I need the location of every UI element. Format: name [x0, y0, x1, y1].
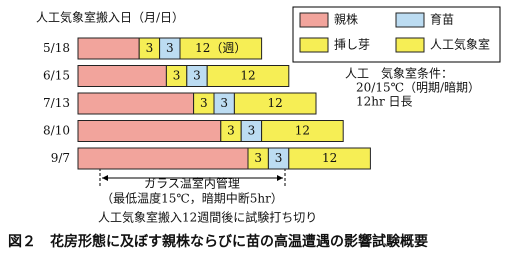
legend-label: 挿し芽 — [334, 38, 370, 52]
legend-label: 育苗 — [430, 12, 454, 27]
segment-label: 3 — [146, 41, 154, 55]
bar-segment — [233, 92, 317, 115]
bar-segment — [77, 120, 222, 142]
segment-label: 3 — [254, 151, 262, 165]
legend-swatch — [299, 12, 329, 28]
row-label: 7/13 — [43, 96, 70, 110]
segment-label: 3 — [166, 41, 174, 55]
segment-label: 3 — [193, 69, 201, 83]
row-label: 5/18 — [43, 41, 70, 55]
segment-label: 3 — [173, 69, 181, 83]
segment-label: 12 — [268, 96, 283, 110]
segment-label: 3 — [200, 96, 208, 110]
bar-segment — [288, 147, 371, 170]
segment-label: 12 — [322, 151, 337, 165]
segment-label: 3 — [220, 96, 228, 110]
greenhouse-note: （最低温度15℃，暗期中断5hr） — [101, 191, 283, 206]
bar-segment — [77, 147, 249, 170]
greenhouse-note: ガラス温室内管理 — [144, 176, 240, 191]
condition: 20/15℃（明期/暗期） — [356, 80, 480, 95]
segment-label: 3 — [248, 124, 256, 138]
legend-label: 人工気象室 — [430, 37, 490, 52]
bar-segment — [179, 37, 263, 60]
axis-title: 人工気象室搬入日（月/日） — [36, 10, 184, 25]
segment-label: 3 — [275, 151, 283, 165]
bar-segment — [77, 65, 167, 87]
condition: 12hr 日長 — [356, 95, 413, 109]
bar-segment — [206, 65, 290, 87]
bar-segment — [77, 92, 195, 115]
caption: 図２ 花房形態に及ぼす親株ならびに苗の高温遭遇の影響試験概要 — [8, 233, 428, 250]
segment-label: 12（週） — [195, 41, 246, 55]
condition: 人工 気象室条件： — [345, 66, 453, 81]
legend-label: 親株 — [334, 12, 358, 27]
bar-segment — [77, 37, 140, 60]
legend-swatch — [299, 37, 329, 53]
row-label: 8/10 — [43, 124, 70, 138]
legend-swatch — [395, 12, 425, 28]
bar-segment — [261, 120, 344, 142]
legend-swatch — [395, 37, 425, 53]
row-label: 9/7 — [51, 151, 70, 165]
segment-label: 3 — [227, 124, 235, 138]
legend-box — [292, 6, 501, 63]
row-label: 6/15 — [43, 69, 70, 83]
segment-label: 12 — [295, 124, 310, 138]
end-note: 人工気象室搬入12週間後に試験打ち切り — [98, 210, 317, 225]
segment-label: 12 — [240, 69, 255, 83]
